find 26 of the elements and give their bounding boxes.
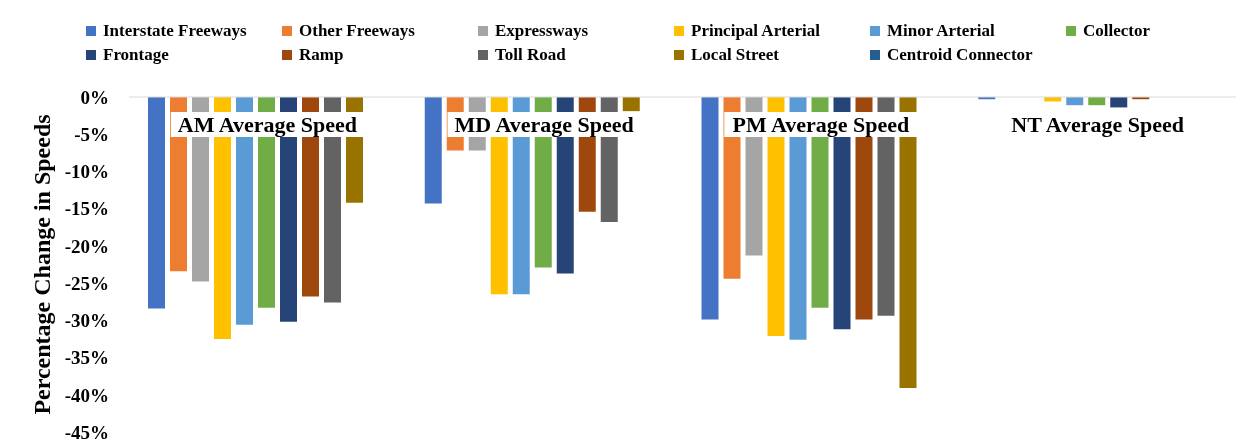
legend-label: Frontage [103, 44, 169, 66]
y-tick-label: -40% [64, 384, 109, 406]
y-tick-label: -30% [64, 310, 109, 332]
legend-label: Expressways [495, 20, 589, 42]
x-tick-label: MD Average Speed [454, 112, 634, 137]
legend-label: Collector [1083, 20, 1151, 42]
y-axis-title: Percentage Change in Speeds [29, 114, 55, 415]
y-tick-label: 0% [80, 86, 109, 108]
y-tick-label: -10% [64, 161, 109, 183]
legend-label: Principal Arterial [691, 20, 820, 42]
y-tick-label: -45% [64, 421, 109, 443]
legend-label: Centroid Connector [887, 44, 1033, 66]
x-tick-label: AM Average Speed [177, 112, 357, 137]
legend-label: Ramp [299, 44, 344, 66]
y-tick-label: -5% [74, 123, 109, 145]
legend-label: Toll Road [495, 44, 566, 66]
y-tick-label: -20% [64, 235, 109, 257]
legend-label: Minor Arterial [887, 20, 995, 42]
legend-label: Local Street [691, 44, 779, 66]
y-tick-label: -25% [64, 272, 109, 294]
x-tick-label: PM Average Speed [732, 112, 910, 137]
legend-label: Interstate Freeways [103, 20, 247, 42]
y-tick-label: -15% [64, 198, 109, 220]
x-tick-label: NT Average Speed [1011, 112, 1184, 137]
y-tick-label: -35% [64, 347, 109, 369]
legend-label: Other Freeways [299, 20, 415, 42]
